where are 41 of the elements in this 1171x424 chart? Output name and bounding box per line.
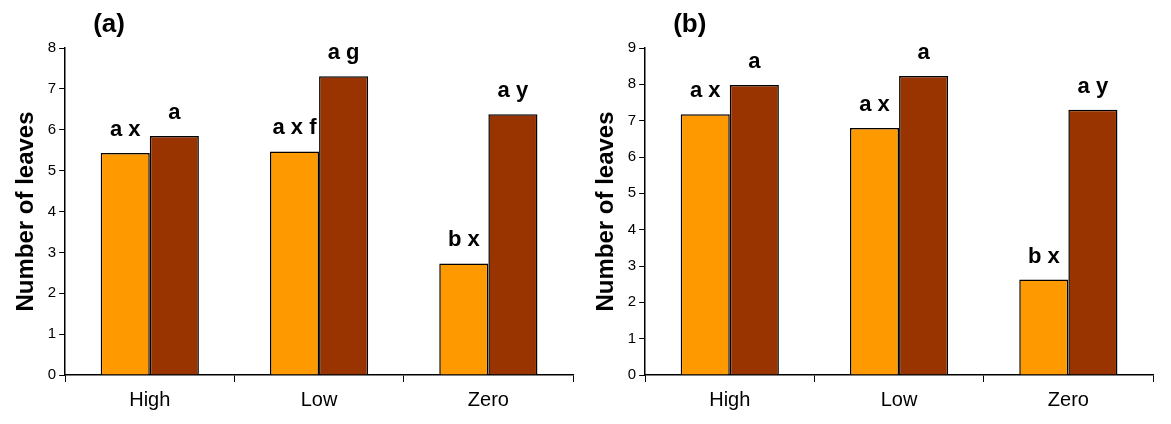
chart-title: (a): [93, 8, 125, 39]
x-tick-label: Zero: [1047, 387, 1089, 410]
y-tick-label: 5: [47, 160, 57, 178]
data-label: a: [748, 48, 762, 74]
x-tick-label: High: [709, 387, 751, 410]
y-tick-label: 7: [47, 79, 57, 97]
x-tick-label: Low: [300, 387, 338, 410]
y-tick-label: 9: [627, 38, 637, 56]
y-tick-label: 0: [47, 365, 57, 383]
y-tick-label: 6: [627, 147, 637, 165]
y-tick-label: 1: [47, 324, 57, 342]
data-label: b x: [447, 226, 481, 252]
data-label: a x: [689, 77, 722, 103]
data-label: b x: [1027, 242, 1061, 268]
x-tick-label: Low: [880, 387, 918, 410]
y-tick-label: 3: [47, 242, 57, 260]
y-tick-label: 4: [627, 219, 637, 237]
y-tick-label: 3: [627, 256, 637, 274]
data-label: a x f: [272, 114, 318, 140]
y-tick-label: 0: [627, 365, 637, 383]
y-tick-label: 8: [627, 74, 637, 92]
y-tick-label: 6: [47, 119, 57, 137]
y-tick-label: 2: [627, 292, 637, 310]
y-tick-label: 1: [627, 328, 637, 346]
y-axis-title: Number of leaves: [11, 111, 39, 312]
data-label: a: [168, 98, 182, 124]
y-tick-label: 7: [627, 110, 637, 128]
data-label: a g: [327, 39, 360, 65]
data-label: a: [917, 39, 931, 65]
y-tick-label: 5: [627, 183, 637, 201]
y-tick-label: 4: [47, 201, 57, 219]
y-tick-label: 8: [47, 38, 57, 56]
x-tick-label: Zero: [467, 387, 509, 410]
data-label: a x: [859, 91, 891, 116]
data-label: a x: [109, 116, 142, 142]
data-label: a y: [497, 77, 529, 103]
y-axis-title: Number of leaves: [591, 111, 619, 312]
data-label: a y: [1077, 72, 1109, 98]
chart-title: (b): [673, 8, 707, 39]
y-tick-label: 2: [47, 283, 57, 301]
x-tick-label: High: [129, 387, 171, 410]
